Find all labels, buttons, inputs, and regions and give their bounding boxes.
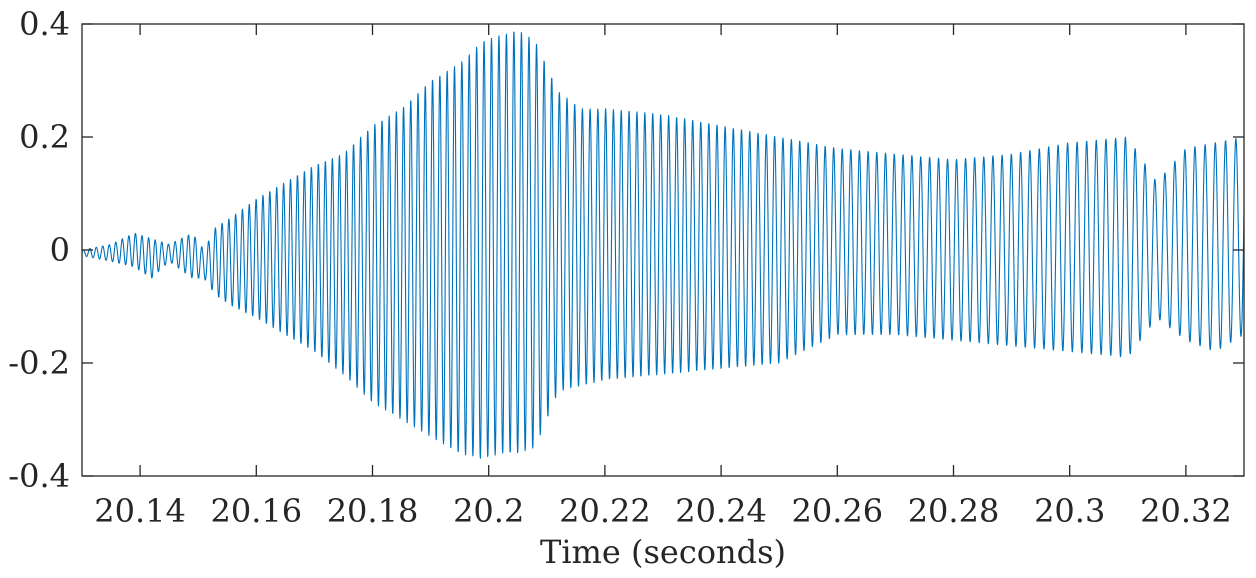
y-tick-label: 0.2 <box>19 118 70 156</box>
x-axis: 20.14 20.16 20.18 20.2 20.22 20.24 20.26 20.28 2… <box>94 24 1232 530</box>
x-axis-title: Time (seconds) <box>540 533 786 571</box>
x-tick-label: 20.2 <box>453 492 524 530</box>
series-line <box>81 31 1245 459</box>
x-tick-label: 20.14 <box>94 492 186 530</box>
x-tick-label: 20.26 <box>791 492 883 530</box>
x-tick-label: 20.16 <box>210 492 302 530</box>
x-tick-label: 20.32 <box>1140 492 1232 530</box>
y-tick-label: 0.4 <box>19 5 70 43</box>
y-tick-label: 0 <box>50 231 70 269</box>
y-axis: 0.4 0.2 0 -0.2 -0.4 <box>8 5 1244 495</box>
x-tick-label: 20.18 <box>327 492 419 530</box>
y-tick-label: -0.2 <box>8 344 70 382</box>
x-tick-label: 20.28 <box>908 492 1000 530</box>
x-tick-label: 20.3 <box>1034 492 1105 530</box>
x-tick-label: 20.24 <box>675 492 767 530</box>
y-tick-label: -0.4 <box>8 457 70 495</box>
x-tick-label: 20.22 <box>559 492 651 530</box>
plot-area <box>81 31 1245 459</box>
